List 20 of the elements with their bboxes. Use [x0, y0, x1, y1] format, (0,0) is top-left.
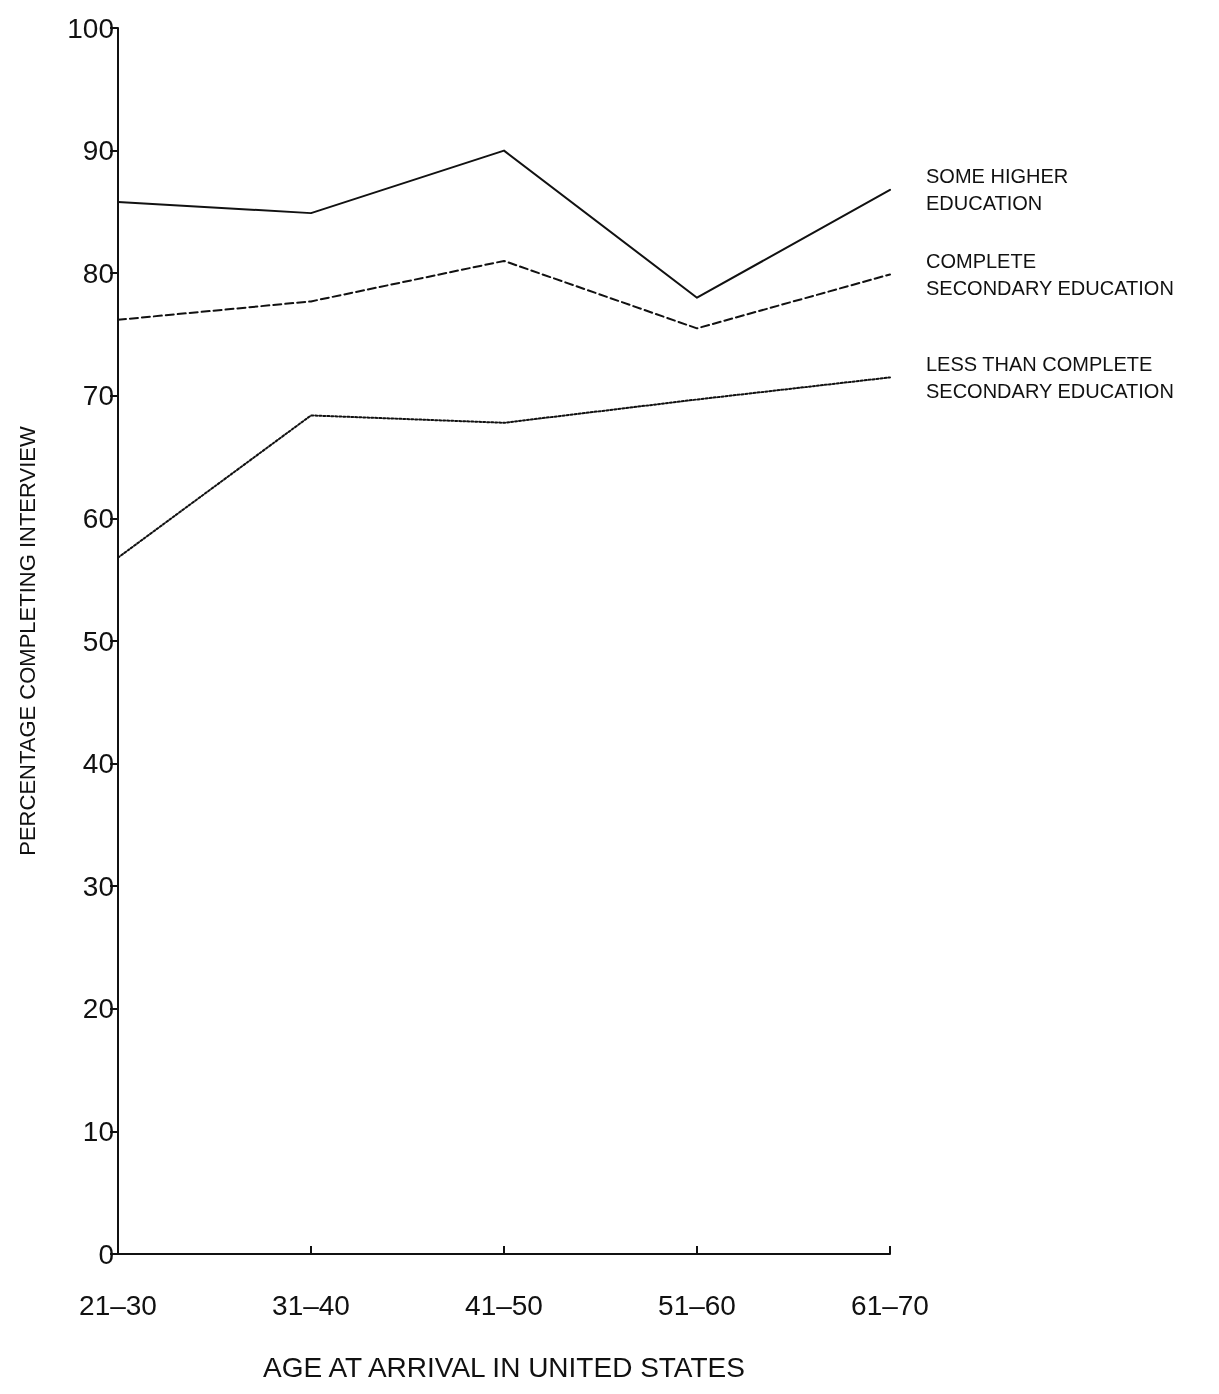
y-tick-label: 90 [82, 135, 114, 167]
x-axis-title: AGE AT ARRIVAL IN UNITED STATES [263, 1351, 745, 1383]
y-tick-label: 80 [82, 257, 114, 289]
series-label: LESS THAN COMPLETE SECONDARY EDUCATION [926, 352, 1174, 402]
y-tick-label: 40 [82, 748, 114, 780]
y-tick-label: 10 [82, 1115, 114, 1147]
y-tick-label: 50 [82, 625, 114, 657]
y-axis-title: PERCENTAGE COMPLETING INTERVIEW [14, 426, 40, 856]
y-tick-label: 20 [82, 993, 114, 1025]
y-tick-label: 30 [82, 870, 114, 902]
x-tick-label: 51–60 [658, 1289, 736, 1321]
x-tick-label: 61–70 [851, 1289, 929, 1321]
y-tick-label: 100 [67, 12, 114, 44]
x-tick-label: 31–40 [272, 1289, 350, 1321]
x-tick-label: 21–30 [79, 1289, 157, 1321]
y-tick-label: 70 [82, 380, 114, 412]
series-label: COMPLETE SECONDARY EDUCATION [926, 249, 1174, 299]
series-label: SOME HIGHER EDUCATION [926, 165, 1069, 215]
y-tick-label: 60 [82, 502, 114, 534]
x-tick-label: 41–50 [465, 1289, 543, 1321]
